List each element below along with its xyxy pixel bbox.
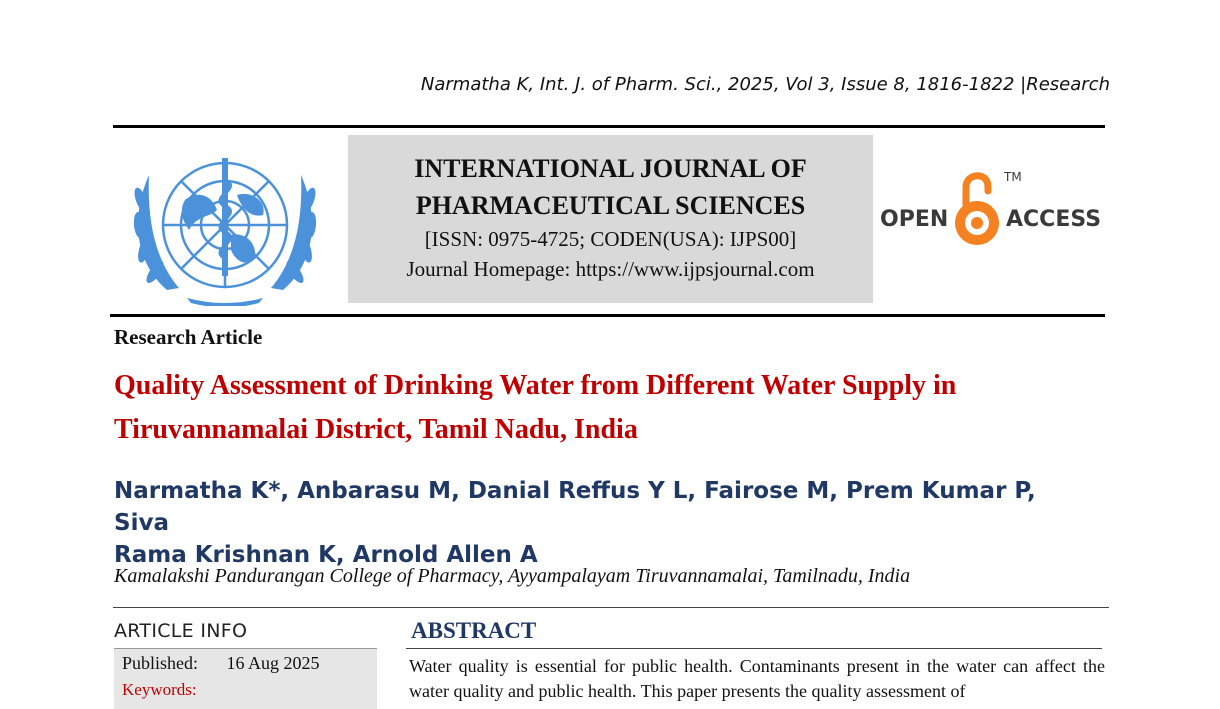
header-rule-bottom bbox=[110, 314, 1105, 317]
abstract-heading: ABSTRACT bbox=[411, 618, 537, 643]
journal-issn: [ISSN: 0975-4725; CODEN(USA): IJPS00] bbox=[424, 227, 797, 251]
journal-homepage: Journal Homepage: https://www.ijpsjourna… bbox=[406, 257, 815, 281]
paper-title-line2: Tiruvannamalai District, Tamil Nadu, Ind… bbox=[114, 414, 638, 445]
open-access-left-text: OPEN bbox=[880, 207, 948, 232]
author-list-line1: Narmatha K*, Anbarasu M, Danial Reffus Y… bbox=[114, 478, 1036, 536]
journal-emblem-logo bbox=[133, 158, 317, 306]
published-row: Published: 16 Aug 2025 bbox=[122, 653, 320, 674]
journal-name-line2: PHARMACEUTICAL SCIENCES bbox=[415, 191, 806, 220]
affiliation: Kamalakshi Pandurangan College of Pharma… bbox=[114, 565, 911, 587]
trademark-mark: TM bbox=[1003, 170, 1022, 184]
section-divider bbox=[113, 607, 1109, 608]
journal-name-line1: INTERNATIONAL JOURNAL OF bbox=[414, 154, 807, 183]
paper-title: Quality Assessment of Drinking Water fro… bbox=[114, 364, 1104, 452]
published-label: Published: bbox=[122, 653, 199, 673]
article-type: Research Article bbox=[114, 325, 263, 349]
author-list: Narmatha K*, Anbarasu M, Danial Reffus Y… bbox=[114, 475, 1074, 571]
author-list-line2: Rama Krishnan K, Arnold Allen A bbox=[114, 542, 538, 568]
running-head: Narmatha K, Int. J. of Pharm. Sci., 2025… bbox=[420, 74, 1110, 95]
open-access-logo: OPEN ACCESS TM bbox=[880, 170, 1101, 245]
published-date: 16 Aug 2025 bbox=[226, 653, 320, 673]
abstract-rule bbox=[406, 648, 1102, 649]
journal-title-box: INTERNATIONAL JOURNAL OF PHARMACEUTICAL … bbox=[348, 135, 873, 303]
keywords-label: Keywords: bbox=[122, 680, 197, 699]
open-access-right-text: ACCESS bbox=[1006, 207, 1101, 232]
open-lock-icon bbox=[955, 172, 999, 245]
paper-title-line1: Quality Assessment of Drinking Water fro… bbox=[114, 370, 957, 401]
article-info-heading: ARTICLE INFO bbox=[114, 620, 248, 642]
abstract-text: Water quality is essential for public he… bbox=[409, 656, 1105, 701]
header-rule-top bbox=[113, 125, 1105, 128]
